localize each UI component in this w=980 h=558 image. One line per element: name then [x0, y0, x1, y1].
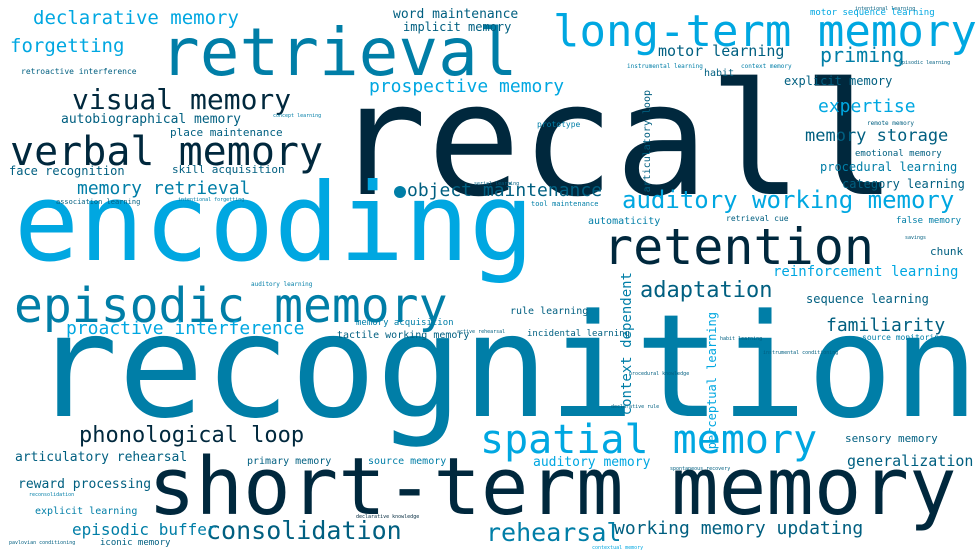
word-declarative-memory: declarative memory: [33, 7, 239, 29]
word-chunk: chunk: [930, 245, 964, 258]
word-motor-sequence-learning: motor sequence learning: [810, 8, 935, 18]
word-source-memory: source memory: [368, 456, 447, 467]
word-reconsolidation: reconsolidation: [29, 492, 75, 498]
word-episodic-learning: episodic learning: [899, 60, 951, 66]
word-sequence-learning: sequence learning: [806, 292, 929, 306]
word-tool-maintenance: tool maintenance: [531, 200, 599, 208]
word-emotional-memory: emotional memory: [855, 149, 942, 159]
word-verbal-memory: verbal memory: [10, 129, 324, 175]
word-procedural-learning: procedural learning: [820, 160, 958, 174]
word-auditory-memory: auditory memory: [533, 455, 651, 470]
word-instrumental-conditioning: instrumental conditioning: [763, 350, 839, 356]
word-proactive-interference: proactive interference: [66, 318, 305, 339]
word-perceptual-learning: perceptual learning: [705, 312, 719, 450]
word-retention: retention: [603, 218, 874, 276]
word-category-learning: category learning: [842, 177, 965, 191]
word-memory-acquisition: memory acquisition: [356, 318, 454, 328]
word-memory-retrieval: memory retrieval: [77, 178, 251, 199]
word-word-maintenance: word maintenance: [393, 7, 519, 22]
word-retrieval: retrieval: [160, 14, 518, 91]
word-habit: habit: [704, 68, 735, 79]
word-concept-learning: concept learning: [273, 113, 322, 119]
word-familiarity: familiarity: [826, 315, 946, 336]
word-intentional-forgetting: intentional forgetting: [178, 197, 245, 203]
word-priming: priming: [820, 43, 905, 67]
word-forgetting: forgetting: [10, 35, 125, 57]
word-spatial-memory: spatial memory: [480, 417, 818, 463]
word-incidental-learning: incidental learning: [527, 329, 630, 339]
word-implicit-memory: implicit memory: [403, 20, 512, 34]
word-savings: savings: [905, 235, 927, 241]
word-tactile-working-memory: tactile working memory: [337, 330, 470, 341]
word-auditory-working-memory: auditory working memory: [622, 186, 955, 214]
word-context-dependent: context dependent: [619, 272, 635, 416]
word-declarative-knowledge: declarative knowledge: [356, 514, 420, 520]
word-active-rehearsal: active rehearsal: [457, 329, 506, 335]
word-serial-learning: serial learning: [474, 181, 520, 187]
word-explicit-learning: explicit learning: [35, 506, 138, 517]
word-episodic-buffer: episodic buffer: [72, 520, 217, 539]
word-reinforcement-learning: reinforcement learning: [773, 264, 959, 280]
word-habit-learning: habit learning: [720, 336, 763, 342]
word-encoding: encoding: [14, 161, 535, 286]
word-spontaneous-recovery: spontaneous recovery: [670, 466, 731, 472]
bullet-dot: [394, 186, 406, 198]
word-explicit-memory: explicit memory: [784, 74, 893, 88]
word-retrieval-cue: retrieval cue: [726, 214, 789, 223]
word-context-memory: context memory: [741, 63, 792, 70]
word-association-learning: association learning: [56, 198, 141, 206]
word-object-maintenance: object maintenance: [407, 180, 603, 201]
word-memory-storage: memory storage: [805, 126, 949, 146]
word-instrumental-learning: instrumental learning: [627, 63, 703, 70]
word-retroactive-interference: retroactive interference: [21, 67, 137, 76]
word-prospective-memory: prospective memory: [369, 76, 565, 97]
word-sensory-memory: sensory memory: [845, 432, 938, 445]
word-articulatory-rehearsal: articulatory rehearsal: [15, 450, 188, 465]
word-pavlovian-conditioning: pavlovian conditioning: [9, 540, 76, 546]
word-reward-processing: reward processing: [18, 477, 152, 492]
word-recall: recall: [333, 49, 897, 231]
word-short-term-memory: short-term memory: [148, 441, 957, 533]
word-rule-learning: rule learning: [510, 306, 589, 317]
word-primary-memory: primary memory: [247, 456, 332, 467]
word-remote-memory: remote memory: [867, 120, 914, 127]
word-skill-acquisition: skill acquisition: [172, 163, 285, 176]
word-rehearsal: rehearsal: [486, 518, 622, 547]
word-place-maintenance: place maintenance: [170, 126, 283, 139]
word-recognition: recognition: [32, 283, 980, 450]
word-consolidation: consolidation: [206, 516, 402, 545]
word-prototype: prototype: [537, 120, 581, 129]
word-generalization: generalization: [847, 452, 974, 470]
word-automaticity: automaticity: [588, 216, 661, 227]
word-declarative-rule: declarative rule: [611, 404, 660, 410]
word-adaptation: adaptation: [640, 278, 773, 303]
word-phonological-loop: phonological loop: [79, 423, 305, 448]
word-autobiographical-memory: autobiographical memory: [61, 112, 242, 127]
word-expertise: expertise: [818, 96, 916, 117]
word-source-monitoring: source monitoring: [862, 333, 944, 342]
word-face-recognition: face recognition: [9, 164, 125, 178]
word-working-memory-updating: working memory updating: [614, 518, 864, 539]
word-false-memory: false memory: [896, 216, 962, 226]
word-visual-memory: visual memory: [72, 83, 292, 116]
word-episodic-memory: episodic memory: [14, 278, 448, 334]
word-intentional-learning: intentional learning: [855, 6, 916, 12]
word-auditory-learning: auditory learning: [251, 281, 313, 288]
word-iconic-memory: iconic memory: [100, 538, 171, 548]
word-long-term-memory: long-term memory: [553, 6, 977, 57]
word-procedural-knowledge: procedural knowledge: [629, 371, 690, 377]
word-motor-learning: motor learning: [658, 42, 785, 60]
word-articulatory-loop: articulatory loop: [642, 90, 653, 193]
word-contextual-memory: contextual memory: [592, 545, 644, 551]
